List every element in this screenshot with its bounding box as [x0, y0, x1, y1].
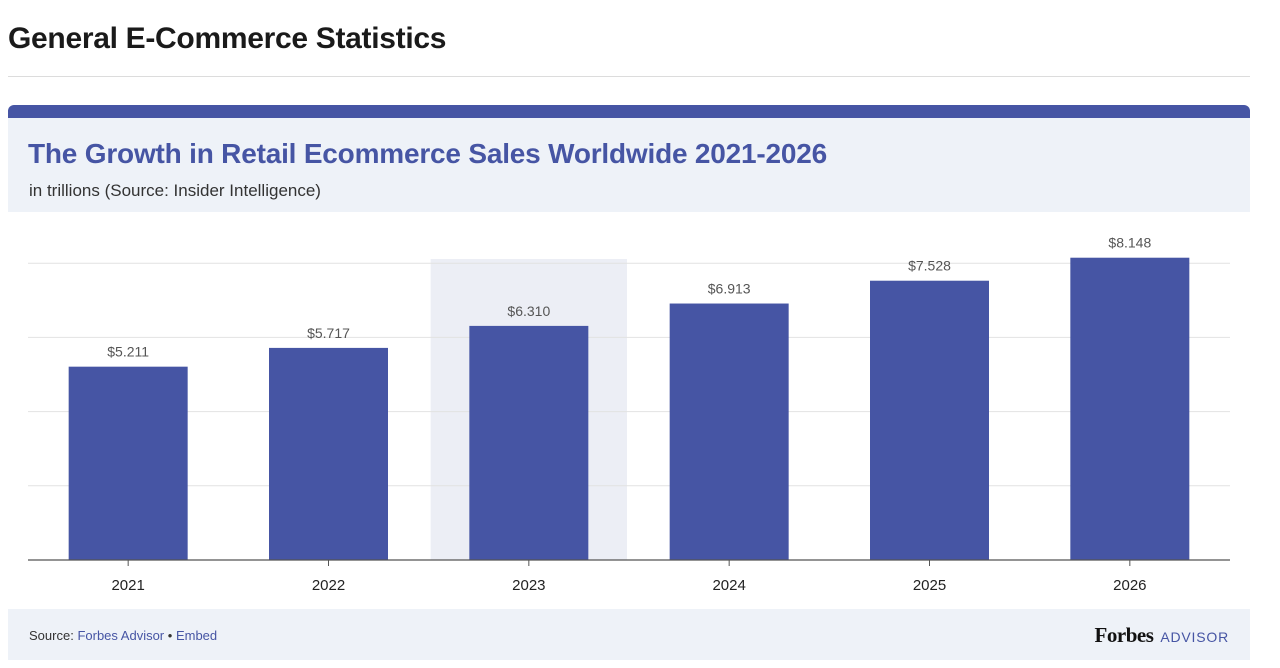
heading-divider: [8, 76, 1250, 77]
chart-title: The Growth in Retail Ecommerce Sales Wor…: [28, 138, 828, 169]
logo-brand: Forbes: [1094, 623, 1154, 647]
value-label-2026: $8.148: [1108, 235, 1151, 251]
bar-2026: [1070, 257, 1190, 560]
value-label-2023: $6.310: [507, 303, 550, 319]
value-label-2025: $7.528: [908, 258, 951, 274]
value-label-2021: $5.211: [107, 344, 149, 360]
value-label-2024: $6.913: [708, 281, 751, 297]
value-label-2022: $5.717: [307, 325, 350, 341]
forbes-advisor-logo[interactable]: Forbes ADVISOR: [1095, 623, 1229, 648]
x-tick-label-2022: 2022: [312, 577, 345, 594]
logo-suffix: ADVISOR: [1160, 629, 1229, 645]
source-separator: •: [167, 628, 173, 643]
card-accent-bar: [8, 105, 1250, 118]
x-tick-label-2021: 2021: [111, 577, 144, 594]
bar-2025: [870, 280, 989, 560]
embed-link[interactable]: Embed: [175, 628, 218, 643]
source-label: Source:: [29, 628, 74, 643]
x-tick-label-2025: 2025: [913, 577, 946, 594]
chart-subtitle: in trillions (Source: Insider Intelligen…: [29, 181, 321, 200]
chart-header: The Growth in Retail Ecommerce Sales Wor…: [8, 118, 1250, 212]
bar-2024: [669, 303, 789, 560]
x-tick-label-2024: 2024: [712, 577, 745, 594]
bar-2022: [269, 347, 388, 560]
x-tick-label-2026: 2026: [1113, 577, 1146, 594]
source-line: Source: Forbes Advisor • Embed: [29, 628, 217, 643]
bar-2021: [68, 366, 188, 560]
bar-2023: [469, 325, 589, 560]
x-tick-label-2023: 2023: [512, 577, 545, 594]
chart-card: The Growth in Retail Ecommerce Sales Wor…: [8, 105, 1250, 660]
bar-chart: $5.211 2021 $5.717 2022 $6.310 2023 $6.913 2024…: [28, 235, 1230, 594]
page-heading: General E-Commerce Statistics: [8, 22, 447, 55]
chart-footer: Source: Forbes Advisor • Embed Forbes AD…: [8, 609, 1250, 660]
source-link[interactable]: Forbes Advisor: [77, 628, 165, 643]
